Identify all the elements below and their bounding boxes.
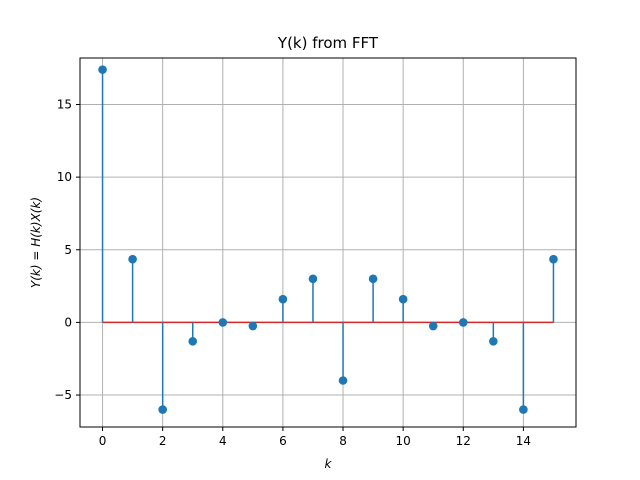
x-tick-label: 6	[279, 434, 287, 448]
stem-marker	[98, 65, 107, 74]
x-tick-label: 2	[159, 434, 167, 448]
y-axis-label: Y(k) = H(k)X(k)	[29, 197, 43, 288]
axis-ticks: 0 2 4 6 8 10 12 14 −5 0 5 10 15	[54, 97, 531, 448]
chart-title: Y(k) from FFT	[277, 34, 379, 52]
x-tick-label: 10	[396, 434, 411, 448]
x-tick-label: 12	[456, 434, 471, 448]
y-tick-label: 10	[57, 170, 72, 184]
stem-marker	[428, 321, 438, 331]
stem-marker	[398, 294, 408, 304]
plot-frame	[79, 57, 577, 428]
x-tick-label: 8	[339, 434, 347, 448]
stem-marker	[338, 376, 348, 385]
x-tick-label: 0	[99, 434, 107, 448]
x-tick-label: 14	[516, 434, 531, 448]
stem-series	[98, 65, 558, 414]
y-tick-label: −5	[54, 388, 72, 402]
y-tick-label: 15	[57, 97, 72, 111]
x-axis-label: k	[325, 457, 333, 471]
stem-marker	[158, 405, 167, 414]
stem-marker	[188, 336, 198, 346]
stem-marker	[519, 405, 528, 414]
stem-marker	[248, 321, 258, 331]
stem-marker	[278, 294, 288, 304]
grid-lines	[80, 58, 576, 427]
stem-marker	[128, 254, 137, 264]
stem-marker	[549, 254, 558, 264]
stem-marker	[489, 336, 498, 346]
y-tick-label: 5	[64, 243, 72, 257]
stem-marker	[368, 274, 378, 284]
stem-marker	[218, 318, 228, 327]
y-tick-label: 0	[64, 315, 72, 329]
stem-marker	[458, 318, 468, 327]
x-tick-label: 4	[219, 434, 227, 448]
stem-marker	[308, 274, 318, 284]
